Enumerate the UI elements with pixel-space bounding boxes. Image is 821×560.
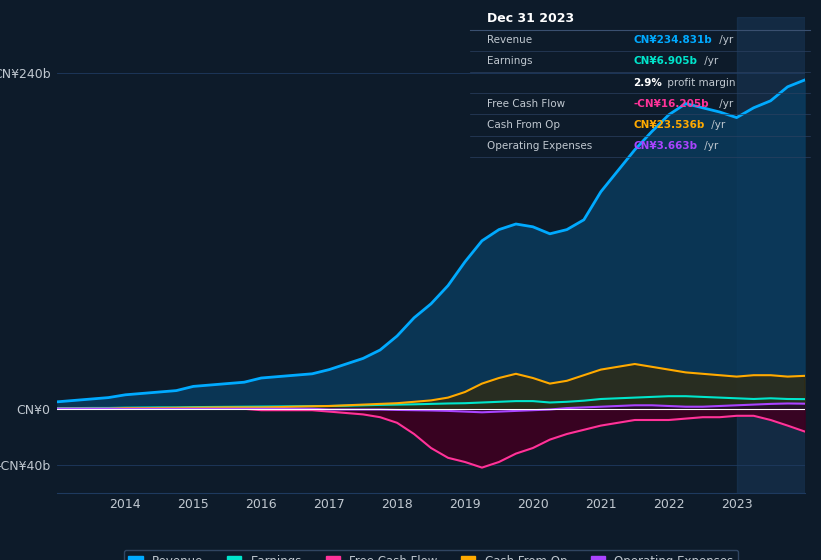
Text: Revenue: Revenue: [487, 35, 532, 45]
Text: CN¥234.831b: CN¥234.831b: [633, 35, 712, 45]
Bar: [736, 17, 805, 493]
Text: -CN¥16.205b: -CN¥16.205b: [633, 99, 709, 109]
Text: Dec 31 2023: Dec 31 2023: [487, 12, 574, 26]
Text: /yr: /yr: [700, 57, 718, 67]
Text: /yr: /yr: [716, 35, 733, 45]
Text: CN¥6.905b: CN¥6.905b: [633, 57, 697, 67]
Text: Cash From Op: Cash From Op: [487, 120, 560, 130]
Text: /yr: /yr: [716, 99, 733, 109]
Text: Operating Expenses: Operating Expenses: [487, 141, 592, 151]
Text: /yr: /yr: [708, 120, 726, 130]
Text: profit margin: profit margin: [664, 78, 736, 87]
Text: 2.9%: 2.9%: [633, 78, 662, 87]
Text: Free Cash Flow: Free Cash Flow: [487, 99, 565, 109]
Text: /yr: /yr: [700, 141, 718, 151]
Legend: Revenue, Earnings, Free Cash Flow, Cash From Op, Operating Expenses: Revenue, Earnings, Free Cash Flow, Cash …: [124, 550, 738, 560]
Text: CN¥23.536b: CN¥23.536b: [633, 120, 704, 130]
Text: CN¥3.663b: CN¥3.663b: [633, 141, 697, 151]
Text: Earnings: Earnings: [487, 57, 532, 67]
